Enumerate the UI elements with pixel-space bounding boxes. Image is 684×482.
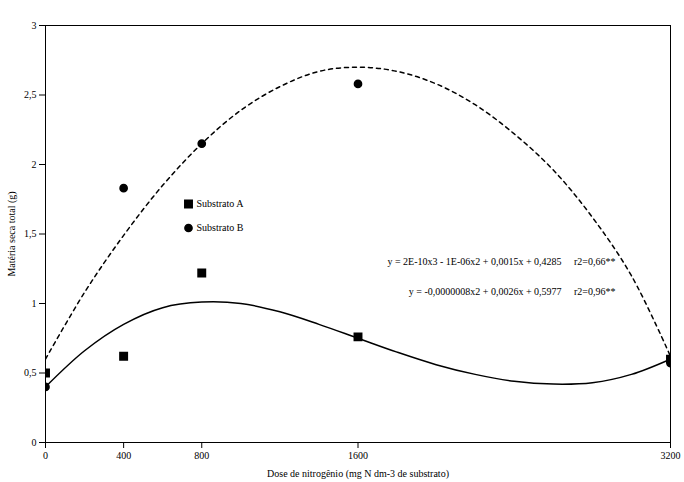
svg-text:2,5: 2,5 bbox=[24, 89, 37, 100]
svg-text:1: 1 bbox=[32, 298, 37, 309]
svg-text:Substrato A: Substrato A bbox=[197, 198, 245, 209]
svg-text:0,5: 0,5 bbox=[24, 367, 37, 378]
svg-text:y = -0,0000008x2 + 0,0026x + 0: y = -0,0000008x2 + 0,0026x + 0,5977 r2=0… bbox=[409, 286, 616, 297]
svg-text:0: 0 bbox=[43, 450, 48, 461]
svg-text:2: 2 bbox=[32, 159, 37, 170]
svg-text:y = 2E-10x3 - 1E-06x2 + 0,0015: y = 2E-10x3 - 1E-06x2 + 0,0015x + 0,4285… bbox=[387, 256, 615, 267]
svg-text:1,5: 1,5 bbox=[24, 228, 37, 239]
svg-text:Dose de nitrogênio (mg N dm-3: Dose de nitrogênio (mg N dm-3 de substra… bbox=[267, 468, 449, 480]
svg-text:0: 0 bbox=[32, 437, 37, 448]
svg-text:400: 400 bbox=[116, 450, 131, 461]
svg-text:800: 800 bbox=[194, 450, 209, 461]
svg-text:3: 3 bbox=[32, 20, 37, 31]
svg-text:1600: 1600 bbox=[348, 450, 368, 461]
svg-text:3200: 3200 bbox=[661, 450, 681, 461]
svg-text:Substrato B: Substrato B bbox=[197, 222, 244, 233]
svg-text:Matéria seca total (g): Matéria seca total (g) bbox=[6, 191, 18, 276]
